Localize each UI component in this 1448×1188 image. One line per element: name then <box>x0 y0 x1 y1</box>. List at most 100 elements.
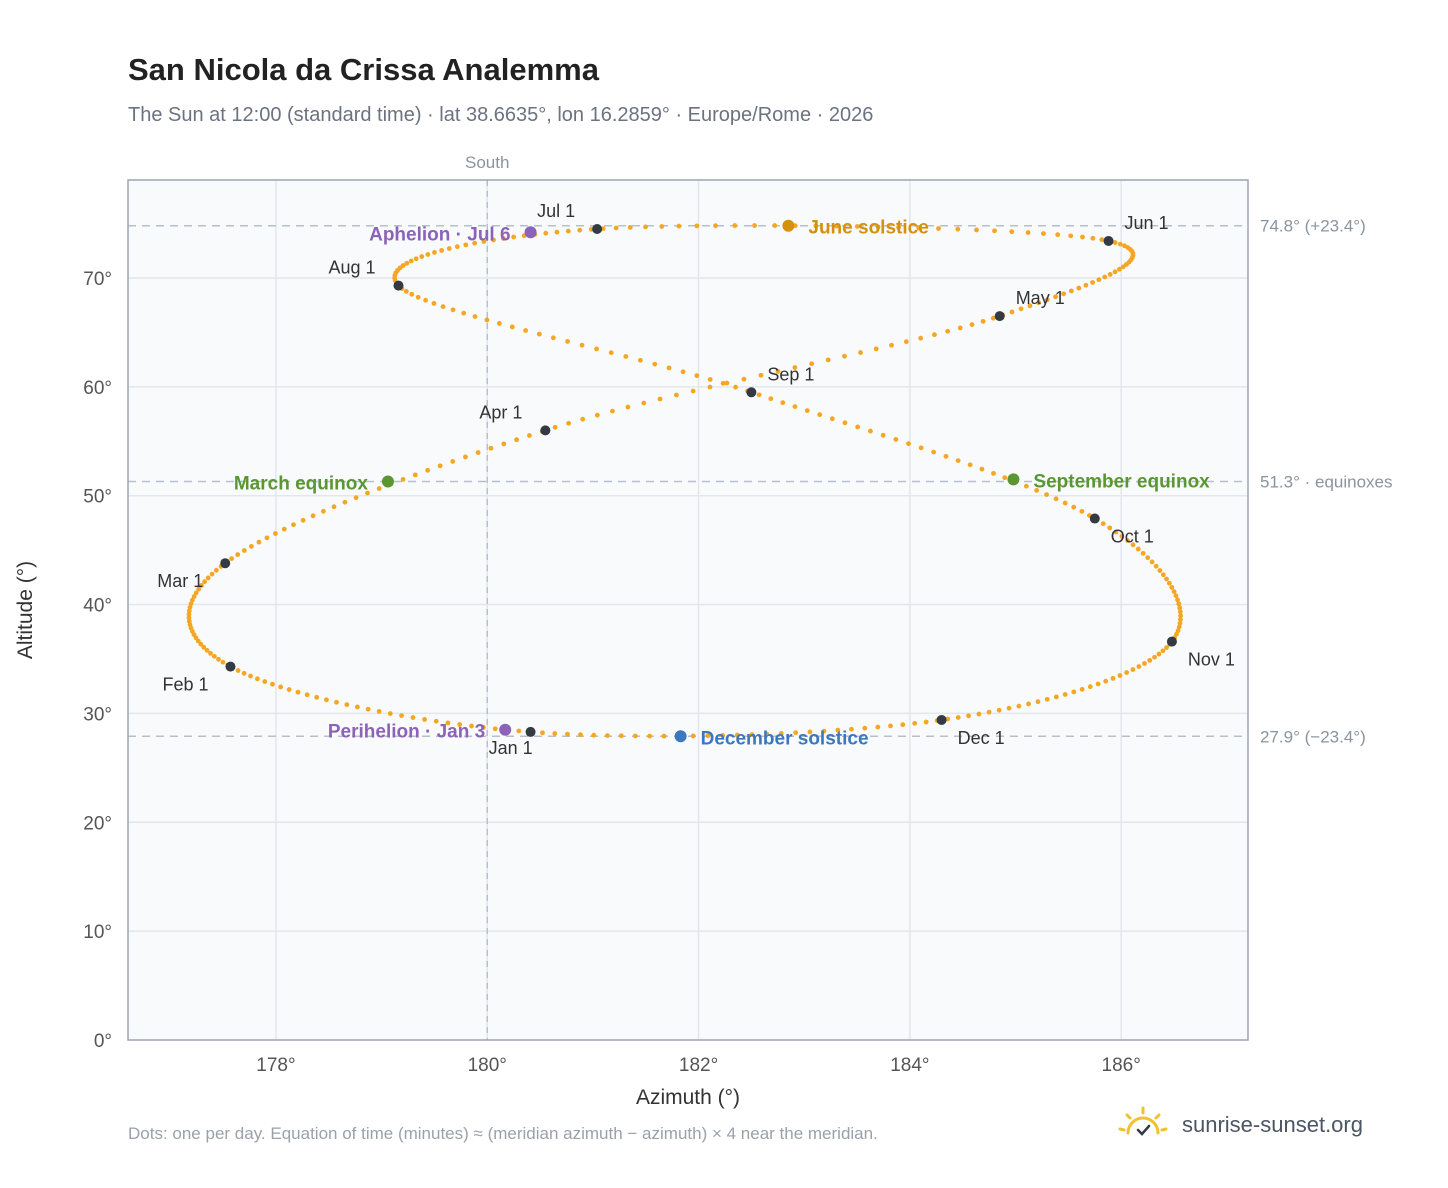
daily-dot <box>1044 696 1050 702</box>
daily-dot <box>511 234 517 240</box>
daily-dot <box>1110 675 1116 681</box>
month-start-marker <box>220 558 231 569</box>
daily-dot <box>409 291 415 297</box>
daily-dot <box>1026 701 1031 707</box>
daily-dot <box>220 659 226 665</box>
event-label: March equinox <box>234 474 369 495</box>
daily-dot <box>1006 705 1012 711</box>
daily-dot <box>412 472 418 478</box>
south-label: South <box>465 153 509 172</box>
daily-dot <box>198 641 204 647</box>
daily-dot <box>817 412 823 418</box>
daily-dot <box>552 731 558 736</box>
daily-dot <box>627 225 633 230</box>
daily-dot <box>484 317 490 323</box>
brand[interactable]: sunrise-sunset.org <box>1118 1100 1363 1150</box>
y-tick-label: 40° <box>83 596 112 617</box>
daily-dot <box>1035 699 1041 705</box>
y-tick-label: 10° <box>83 922 112 943</box>
daily-dot <box>906 441 911 447</box>
daily-dot <box>431 301 437 306</box>
y-tick-label: 0° <box>94 1031 112 1052</box>
daily-dot <box>741 376 747 382</box>
daily-dot <box>387 711 393 716</box>
daily-dot <box>936 226 941 231</box>
daily-dot <box>193 590 199 596</box>
event-label: December solstice <box>701 728 869 749</box>
daily-dot <box>400 477 406 482</box>
reference-line-label: 74.8° (+23.4°) <box>1260 217 1366 236</box>
daily-dot <box>809 361 815 367</box>
daily-dot <box>1112 240 1118 245</box>
y-axis-label: Altitude (°) <box>14 561 37 659</box>
daily-dot <box>1130 542 1136 548</box>
daily-dot <box>1175 597 1180 603</box>
daily-dot <box>980 318 986 324</box>
daily-dot <box>758 372 764 378</box>
daily-dot <box>1061 291 1067 297</box>
daily-dot <box>578 732 583 738</box>
daily-dot <box>208 650 213 656</box>
daily-dot <box>235 668 241 673</box>
daily-dot <box>1177 620 1183 626</box>
month-start-label: Dec 1 <box>958 728 1005 748</box>
daily-dot <box>1149 559 1155 565</box>
month-start-marker <box>393 280 404 291</box>
event-marker <box>674 730 687 743</box>
daily-dot <box>213 567 219 573</box>
daily-dot <box>780 400 786 406</box>
daily-dot <box>967 462 973 468</box>
daily-dot <box>955 715 961 720</box>
daily-dot <box>488 445 494 451</box>
daily-dot <box>565 339 570 344</box>
daily-dot <box>1177 609 1183 615</box>
daily-dot <box>501 236 506 241</box>
daily-dot <box>1079 686 1085 692</box>
daily-dot <box>733 384 739 390</box>
daily-dot <box>209 571 215 577</box>
daily-dot <box>1079 508 1085 514</box>
month-start-label: Aug 1 <box>328 258 375 278</box>
daily-dot <box>1173 593 1179 599</box>
daily-dot <box>577 227 583 233</box>
daily-dot <box>1083 282 1089 288</box>
daily-dot <box>1053 294 1058 300</box>
daily-dot <box>216 656 221 662</box>
daily-dot <box>652 361 658 367</box>
y-tick-label: 20° <box>83 813 112 834</box>
daily-dot <box>1164 576 1169 582</box>
daily-dot <box>849 726 854 732</box>
daily-dot <box>1140 550 1146 556</box>
reference-line-label: 27.9° (−23.4°) <box>1260 727 1366 746</box>
plot-frame <box>127 179 1249 1041</box>
daily-dot <box>235 552 241 557</box>
daily-dot <box>256 539 262 545</box>
daily-dot <box>469 723 474 729</box>
daily-dot <box>1153 563 1159 569</box>
daily-dot <box>480 725 486 730</box>
daily-dot <box>1117 241 1123 247</box>
daily-dot <box>202 579 208 585</box>
daily-dot <box>342 499 348 505</box>
daily-dot <box>1041 231 1046 237</box>
daily-dot <box>565 228 571 234</box>
daily-dot <box>707 377 713 382</box>
daily-dot <box>1080 234 1085 240</box>
daily-dot <box>996 707 1002 713</box>
daily-dot <box>463 242 469 248</box>
daily-dot <box>1076 285 1082 291</box>
daily-dot <box>889 342 894 348</box>
daily-dot <box>657 396 663 402</box>
daily-dot <box>734 732 740 738</box>
daily-dot <box>501 441 507 447</box>
daily-dot <box>1002 475 1008 481</box>
daily-dot <box>324 697 329 703</box>
daily-dot <box>749 732 755 737</box>
daily-dot <box>191 594 197 599</box>
daily-dot <box>1053 496 1059 502</box>
daily-dot <box>1178 617 1183 622</box>
sunrise-logo-icon <box>1118 1105 1168 1146</box>
daily-dot <box>641 400 647 406</box>
month-markers: Jan 1 Feb 1 Mar 1 Apr 1 May 1 Jun 1 Jul 1 Aug 1… <box>157 201 1235 758</box>
daily-dot <box>580 416 586 422</box>
